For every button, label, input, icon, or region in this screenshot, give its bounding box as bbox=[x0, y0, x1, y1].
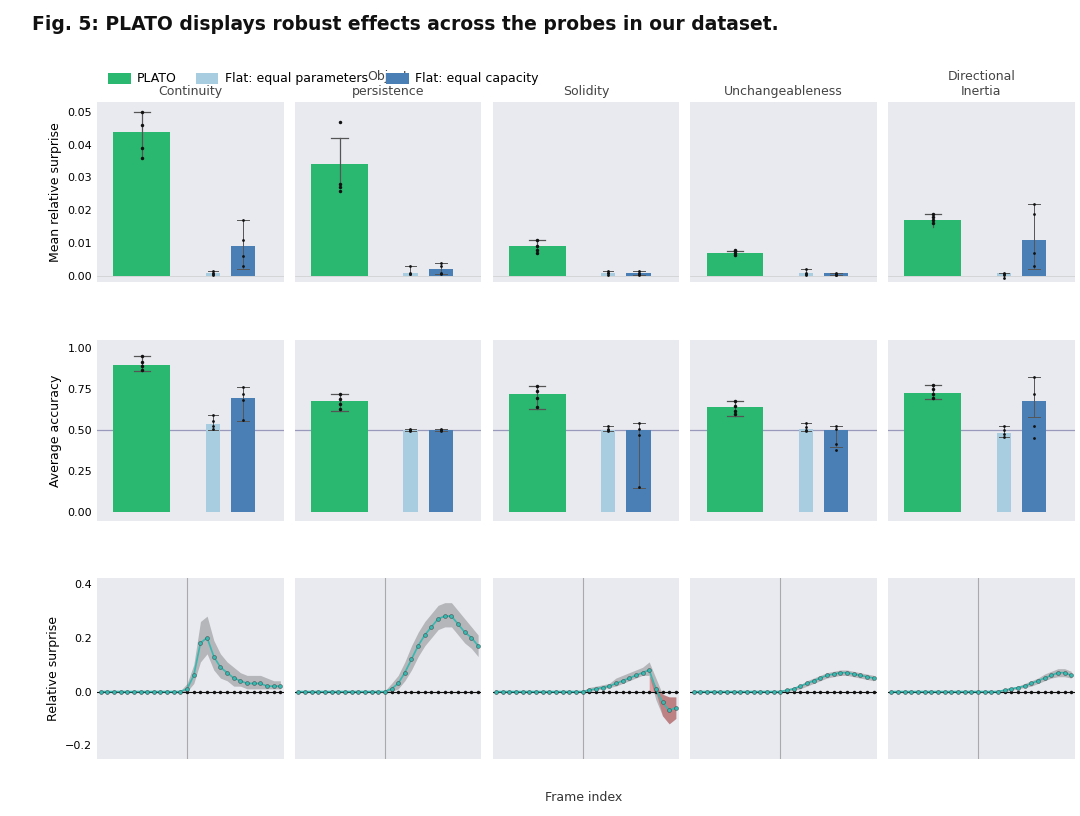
Bar bbox=[113, 365, 171, 512]
Title: Unchangeableness: Unchangeableness bbox=[725, 85, 843, 98]
Bar bbox=[1022, 240, 1047, 276]
Title: Directional
Inertia: Directional Inertia bbox=[947, 70, 1015, 98]
Bar bbox=[904, 220, 961, 276]
Bar bbox=[231, 246, 255, 276]
Bar bbox=[997, 433, 1011, 512]
Y-axis label: Average accuracy: Average accuracy bbox=[49, 375, 62, 486]
Bar bbox=[626, 431, 651, 512]
Bar bbox=[311, 401, 368, 512]
Title: Solidity: Solidity bbox=[563, 85, 609, 98]
Bar bbox=[799, 428, 813, 512]
Bar bbox=[429, 430, 454, 512]
Bar bbox=[205, 424, 220, 512]
Bar bbox=[429, 269, 454, 276]
Bar bbox=[205, 273, 220, 276]
Bar bbox=[404, 429, 418, 512]
Bar bbox=[626, 273, 651, 276]
Title: Object
persistence: Object persistence bbox=[352, 70, 424, 98]
Bar bbox=[799, 273, 813, 276]
Bar bbox=[404, 273, 418, 276]
Bar bbox=[509, 246, 566, 276]
Bar bbox=[997, 273, 1011, 276]
Bar bbox=[231, 397, 255, 512]
Bar bbox=[602, 429, 616, 512]
Bar bbox=[1022, 401, 1047, 512]
Text: Fig. 5: PLATO displays robust effects across the probes in our dataset.: Fig. 5: PLATO displays robust effects ac… bbox=[32, 15, 779, 33]
Bar bbox=[602, 273, 616, 276]
Y-axis label: Relative surprise: Relative surprise bbox=[46, 616, 59, 721]
Bar bbox=[509, 394, 566, 512]
Bar bbox=[824, 273, 849, 276]
Bar bbox=[113, 131, 171, 276]
Bar bbox=[311, 164, 368, 276]
Bar bbox=[904, 392, 961, 512]
Text: Frame index: Frame index bbox=[544, 792, 622, 805]
Bar bbox=[706, 253, 764, 276]
Y-axis label: Mean relative surprise: Mean relative surprise bbox=[49, 122, 62, 262]
Title: Continuity: Continuity bbox=[159, 85, 222, 98]
Bar bbox=[824, 430, 849, 512]
Legend: PLATO, Flat: equal parameters, Flat: equal capacity: PLATO, Flat: equal parameters, Flat: equ… bbox=[104, 68, 543, 91]
Bar bbox=[706, 407, 764, 512]
